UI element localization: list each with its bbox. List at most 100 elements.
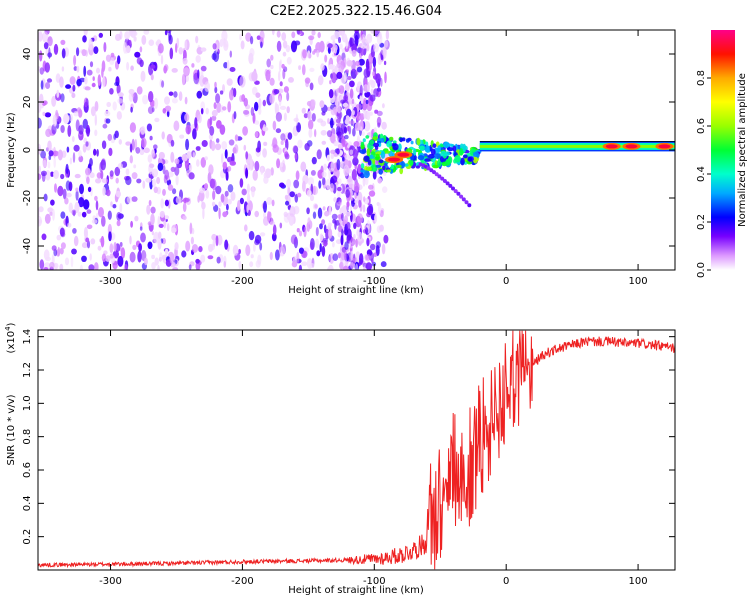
noise-blob (70, 77, 76, 85)
noise-blob (174, 158, 180, 165)
noise-blob (381, 121, 387, 130)
noise-blob (316, 250, 321, 257)
noise-blob (64, 197, 69, 205)
noise-blob (151, 231, 155, 236)
noise-blob (300, 161, 307, 172)
noise-blob (195, 35, 199, 44)
noise-blob (286, 106, 290, 114)
noise-blob (162, 108, 167, 114)
noise-blob (39, 259, 45, 270)
noise-blob (276, 158, 281, 169)
noise-blob (369, 79, 374, 85)
noise-blob (209, 116, 213, 126)
noise-blob (317, 207, 323, 219)
noise-blob (110, 201, 113, 207)
noise-blob (361, 131, 365, 137)
noise-blob (308, 119, 314, 130)
noise-blob (167, 184, 174, 191)
noise-blob (76, 65, 80, 73)
noise-blob (347, 125, 350, 132)
noise-blob (53, 157, 56, 168)
noise-blob (71, 248, 77, 255)
noise-blob (337, 105, 341, 114)
transition-blob (462, 143, 467, 152)
noise-blob (224, 149, 228, 159)
noise-blob (246, 204, 249, 214)
noise-blob (198, 190, 205, 202)
noise-blob (214, 86, 218, 94)
noise-blob (234, 144, 239, 154)
noise-blob (183, 67, 190, 76)
noise-blob (385, 30, 390, 40)
noise-blob (319, 233, 324, 242)
noise-blob (39, 50, 43, 62)
noise-blob (365, 262, 372, 270)
secondary-trace-point (442, 179, 447, 183)
noise-blob (97, 245, 102, 251)
noise-blob (189, 222, 193, 235)
noise-blob (376, 33, 383, 45)
noise-blob (255, 260, 261, 268)
noise-blob (164, 30, 168, 36)
x-tick-label: 100 (629, 576, 648, 587)
noise-blob (68, 202, 74, 213)
noise-blob (319, 223, 323, 230)
noise-blob (105, 118, 111, 124)
noise-blob (181, 250, 187, 258)
noise-blob (115, 177, 119, 184)
noise-blob (260, 41, 263, 49)
noise-blob (355, 263, 359, 270)
noise-blob (298, 247, 305, 254)
noise-blob (119, 203, 123, 213)
noise-blob (345, 189, 351, 198)
transition-blob (389, 136, 394, 141)
noise-blob (157, 239, 162, 250)
noise-blob (346, 60, 353, 67)
noise-blob (328, 228, 333, 239)
noise-blob (355, 238, 358, 248)
noise-blob (195, 258, 200, 264)
noise-blob (344, 241, 349, 251)
noise-blob (164, 215, 170, 220)
noise-blob (72, 152, 76, 163)
noise-blob (52, 208, 55, 221)
noise-blob (199, 187, 206, 194)
noise-blob (140, 125, 146, 135)
noise-blob (286, 178, 292, 188)
noise-blob (310, 238, 315, 250)
noise-blob (301, 107, 306, 114)
noise-blob (280, 140, 284, 145)
noise-blob (101, 178, 109, 184)
noise-blob (327, 118, 330, 124)
noise-blob (76, 79, 82, 87)
noise-blob (130, 30, 137, 38)
noise-blob (238, 260, 242, 269)
noise-blob (287, 132, 293, 140)
noise-blob (252, 112, 256, 124)
secondary-trace-point (437, 174, 442, 179)
noise-blob (301, 261, 308, 267)
noise-blob (216, 138, 220, 143)
noise-blob (207, 255, 214, 260)
transition-blob (399, 167, 404, 175)
noise-blob (51, 95, 57, 107)
noise-blob (200, 157, 206, 168)
noise-blob (308, 35, 315, 41)
noise-blob (162, 188, 166, 196)
noise-blob (93, 148, 97, 156)
noise-blob (254, 120, 260, 125)
noise-blob (215, 185, 222, 195)
noise-blob (109, 253, 114, 259)
noise-blob (101, 215, 106, 227)
noise-blob (199, 74, 205, 87)
bright-spot (605, 144, 618, 149)
noise-blob (250, 106, 255, 116)
noise-blob (182, 215, 187, 220)
noise-blob (337, 127, 344, 140)
noise-blob (212, 239, 216, 247)
noise-blob (291, 261, 298, 268)
noise-blob (108, 231, 112, 242)
noise-blob (126, 61, 130, 71)
transition-blob (462, 154, 468, 159)
noise-blob (79, 183, 84, 195)
